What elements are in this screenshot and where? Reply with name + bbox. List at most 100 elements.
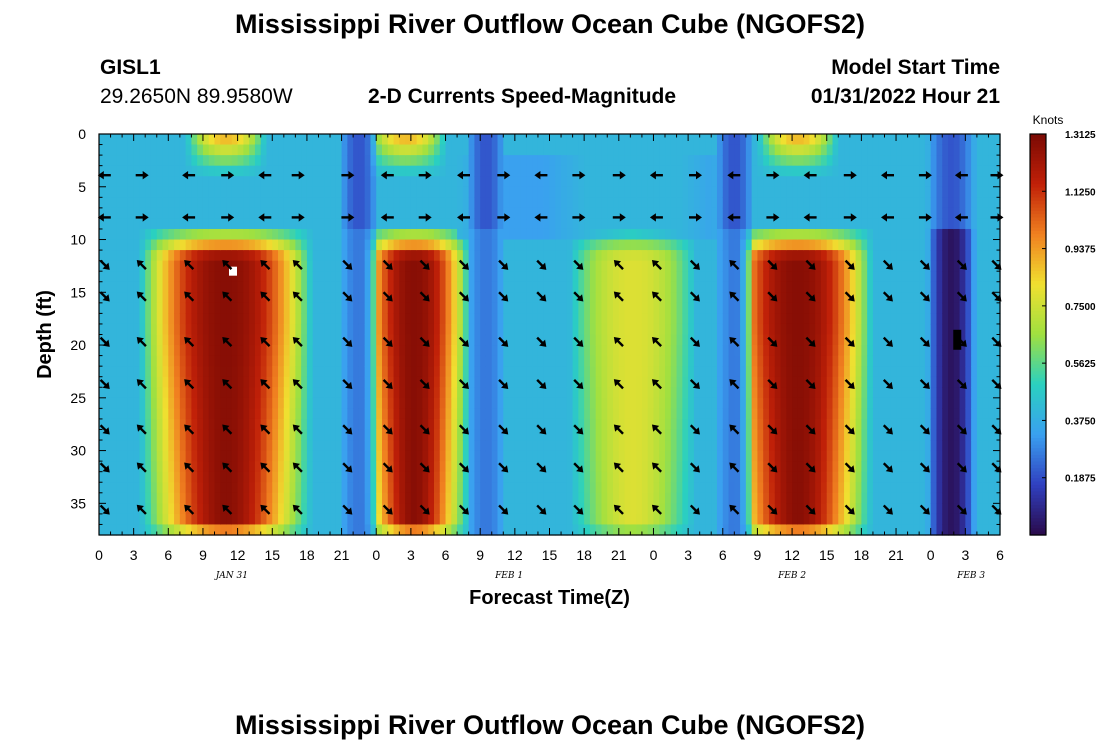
- heatmap-cell: [503, 387, 510, 399]
- heatmap-cell: [202, 376, 210, 388]
- heatmap-cell: [312, 144, 320, 156]
- heatmap-cell: [312, 503, 320, 515]
- heatmap-cell: [641, 387, 649, 399]
- heatmap-cell: [353, 513, 360, 526]
- heatmap-cell: [462, 334, 470, 346]
- heatmap-cell: [312, 186, 320, 198]
- heatmap-cell: [774, 271, 782, 283]
- heatmap-cell: [803, 228, 811, 241]
- heatmap-cell: [370, 260, 377, 272]
- heatmap-cell: [613, 397, 620, 409]
- heatmap-cell: [168, 165, 175, 177]
- heatmap-cell: [226, 418, 233, 431]
- heatmap-cell: [254, 207, 262, 220]
- heatmap-cell: [416, 397, 424, 409]
- heatmap-cell: [826, 429, 834, 441]
- heatmap-cell: [283, 492, 291, 504]
- heatmap-cell: [474, 334, 481, 346]
- heatmap-cell: [844, 281, 851, 293]
- heatmap-cell: [578, 176, 585, 188]
- heatmap-cell: [728, 228, 735, 241]
- heatmap-cell: [480, 228, 487, 241]
- heatmap-cell: [416, 471, 424, 483]
- heatmap-cell: [809, 376, 816, 388]
- heatmap-cell: [595, 471, 603, 483]
- heatmap-cell: [197, 355, 204, 367]
- heatmap-cell: [341, 281, 348, 293]
- heatmap-cell: [116, 207, 123, 220]
- heatmap-cell: [693, 376, 701, 388]
- heatmap-cell: [768, 186, 776, 198]
- heatmap-cell: [237, 281, 244, 293]
- heatmap-cell: [150, 513, 158, 526]
- heatmap-cell: [231, 503, 239, 515]
- heatmap-cell: [289, 323, 296, 336]
- heatmap-cell: [803, 482, 811, 494]
- heatmap-cell: [214, 144, 221, 156]
- heatmap-cell: [532, 250, 539, 262]
- heatmap-cell: [572, 524, 579, 536]
- heatmap-cell: [416, 408, 424, 420]
- heatmap-cell: [682, 271, 689, 283]
- heatmap-cell: [122, 429, 129, 441]
- heatmap-cell: [480, 197, 487, 209]
- heatmap-cell: [572, 461, 579, 473]
- heatmap-cell: [485, 281, 493, 293]
- heatmap-cell: [734, 345, 741, 357]
- heatmap-cell: [179, 429, 187, 441]
- heatmap-cell: [636, 482, 643, 494]
- heatmap-cell: [462, 228, 470, 241]
- heatmap-cell: [537, 144, 545, 156]
- heatmap-cell: [537, 313, 545, 325]
- heatmap-cell: [809, 355, 816, 367]
- heatmap-cell: [353, 165, 360, 177]
- heatmap-cell: [220, 387, 227, 399]
- heatmap-cell: [445, 461, 452, 473]
- heatmap-cell: [572, 271, 579, 283]
- heatmap-cell: [283, 482, 291, 494]
- heatmap-cell: [99, 165, 106, 177]
- heatmap-cell: [133, 271, 141, 283]
- heatmap-cell: [410, 281, 418, 293]
- heatmap-cell: [301, 281, 308, 293]
- heatmap-cell: [711, 207, 718, 220]
- heatmap-cell: [462, 366, 470, 378]
- heatmap-cell: [162, 461, 169, 473]
- heatmap-cell: [364, 323, 372, 336]
- heatmap-cell: [485, 260, 493, 272]
- heatmap-cell: [768, 239, 776, 251]
- heatmap-cell: [243, 418, 250, 431]
- heatmap-cell: [139, 387, 146, 399]
- heatmap-cell: [751, 355, 759, 367]
- heatmap-cell: [162, 366, 169, 378]
- heatmap-cell: [636, 376, 643, 388]
- heatmap-cell: [358, 155, 366, 167]
- heatmap-cell: [295, 492, 302, 504]
- heatmap-cell: [208, 429, 216, 441]
- heatmap-cell: [705, 450, 712, 462]
- heatmap-cell: [462, 186, 470, 198]
- heatmap-cell: [312, 482, 320, 494]
- heatmap-cell: [312, 387, 320, 399]
- heatmap-cell: [641, 323, 649, 336]
- heatmap-cell: [278, 134, 285, 146]
- heatmap-cell: [740, 302, 747, 314]
- heatmap-cell: [768, 397, 776, 409]
- heatmap-cell: [485, 492, 493, 504]
- heatmap-cell: [641, 260, 649, 272]
- heatmap-cell: [254, 376, 262, 388]
- heatmap-cell: [468, 228, 476, 241]
- heatmap-cell: [185, 186, 193, 198]
- heatmap-cell: [844, 165, 851, 177]
- heatmap-cell: [768, 355, 776, 367]
- heatmap-cell: [405, 408, 412, 420]
- heatmap-cell: [676, 450, 683, 462]
- heatmap-cell: [364, 503, 372, 515]
- heatmap-cell: [231, 492, 239, 504]
- heatmap-cell: [607, 387, 614, 399]
- heatmap-cell: [306, 524, 314, 536]
- heatmap-cell: [179, 524, 187, 536]
- heatmap-cell: [768, 345, 776, 357]
- heatmap-cell: [497, 513, 504, 526]
- heatmap-cell: [370, 418, 377, 431]
